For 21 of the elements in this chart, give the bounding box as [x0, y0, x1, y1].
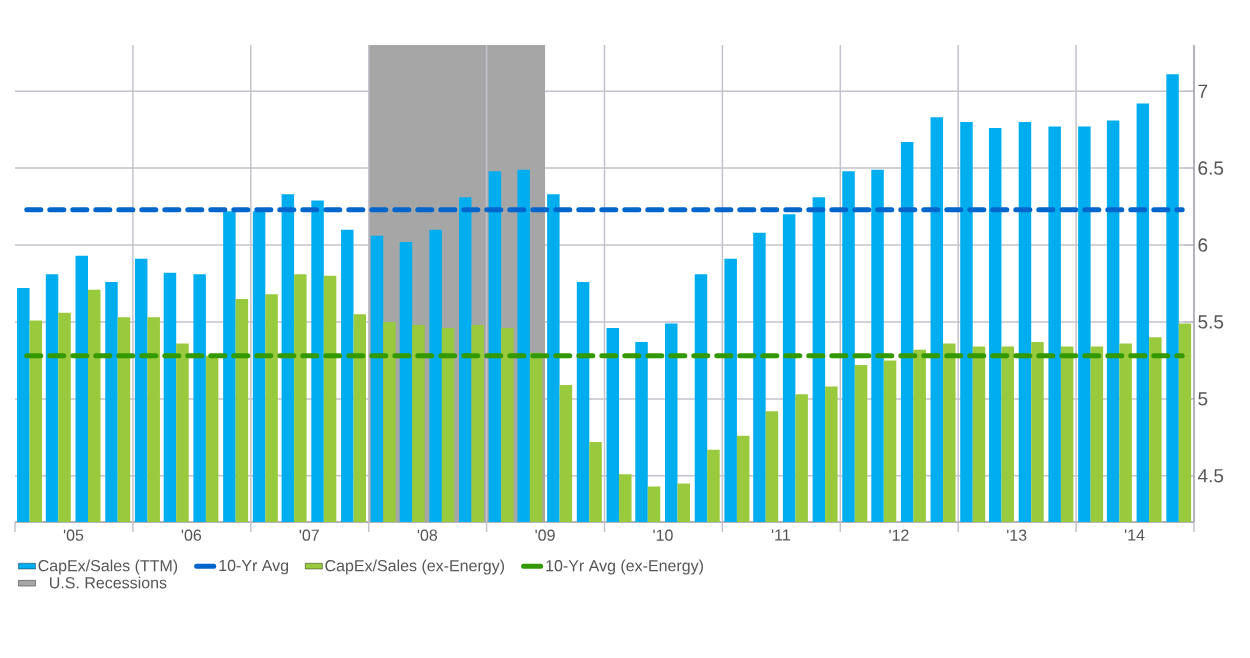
legend-label: CapEx/Sales (ex-Energy) — [325, 559, 505, 575]
y-tick-label: 5 — [1198, 392, 1208, 406]
y-tick-label: 6 — [1198, 238, 1208, 252]
x-tick-label: '07 — [299, 529, 319, 541]
y-tick-label: 7 — [1198, 84, 1208, 98]
x-tick-label: '06 — [181, 529, 202, 541]
x-tick-label: '13 — [1007, 529, 1027, 541]
y-tick-label: 4.5 — [1197, 469, 1224, 483]
y-tick-label: 6.5 — [1198, 161, 1224, 175]
legend-label: CapEx/Sales (TTM) — [38, 559, 178, 575]
x-tick-label: '14 — [1124, 529, 1145, 541]
x-tick-label: '10 — [653, 529, 673, 541]
x-tick-label: '09 — [535, 529, 555, 541]
legend-label: U.S. Recessions — [50, 576, 167, 589]
x-tick-label: '05 — [63, 529, 84, 541]
x-tick-label: '08 — [417, 529, 438, 541]
x-tick-label: '12 — [889, 529, 909, 541]
y-tick-label: 5.5 — [1198, 315, 1224, 329]
legend-label: 10-Yr Avg (ex-Energy) — [546, 559, 703, 575]
x-tick-label: '11 — [771, 529, 790, 541]
legend-label: 10-Yr Avg — [219, 559, 289, 575]
